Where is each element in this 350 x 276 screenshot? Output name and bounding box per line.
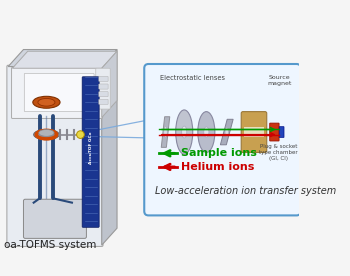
Ellipse shape <box>33 96 60 108</box>
Bar <box>244 127 264 137</box>
Ellipse shape <box>39 129 54 136</box>
Ellipse shape <box>204 127 209 137</box>
Polygon shape <box>12 51 117 68</box>
Polygon shape <box>102 51 117 118</box>
FancyBboxPatch shape <box>270 123 279 141</box>
Ellipse shape <box>38 99 55 106</box>
Text: AccuTOF GCx: AccuTOF GCx <box>89 131 93 164</box>
Polygon shape <box>8 49 117 67</box>
FancyBboxPatch shape <box>99 76 108 81</box>
FancyBboxPatch shape <box>279 127 284 137</box>
FancyBboxPatch shape <box>23 199 86 238</box>
Ellipse shape <box>198 112 215 152</box>
Polygon shape <box>102 49 117 245</box>
Polygon shape <box>220 119 233 145</box>
FancyBboxPatch shape <box>144 64 301 215</box>
Ellipse shape <box>182 126 187 138</box>
Polygon shape <box>161 117 170 147</box>
Text: Plug & socket
type chamber
(GI, CI): Plug & socket type chamber (GI, CI) <box>259 144 298 161</box>
Ellipse shape <box>176 110 193 154</box>
Text: Source
magnet: Source magnet <box>267 75 292 86</box>
FancyBboxPatch shape <box>99 84 108 89</box>
Ellipse shape <box>164 127 167 137</box>
Ellipse shape <box>77 131 84 139</box>
FancyBboxPatch shape <box>12 67 103 118</box>
FancyBboxPatch shape <box>99 92 108 97</box>
Ellipse shape <box>225 128 229 137</box>
Ellipse shape <box>34 129 59 140</box>
Text: Electrostatic lenses: Electrostatic lenses <box>160 75 225 81</box>
FancyBboxPatch shape <box>99 99 108 104</box>
Text: Low-acceleration ion transfer system: Low-acceleration ion transfer system <box>155 186 337 196</box>
FancyBboxPatch shape <box>24 73 94 112</box>
Text: Sample ions: Sample ions <box>181 148 257 158</box>
Text: Helium ions: Helium ions <box>181 162 254 172</box>
FancyBboxPatch shape <box>96 68 110 109</box>
FancyBboxPatch shape <box>7 65 103 246</box>
FancyBboxPatch shape <box>82 77 99 227</box>
Text: oa-TOFMS system: oa-TOFMS system <box>5 240 97 250</box>
FancyBboxPatch shape <box>241 112 267 152</box>
